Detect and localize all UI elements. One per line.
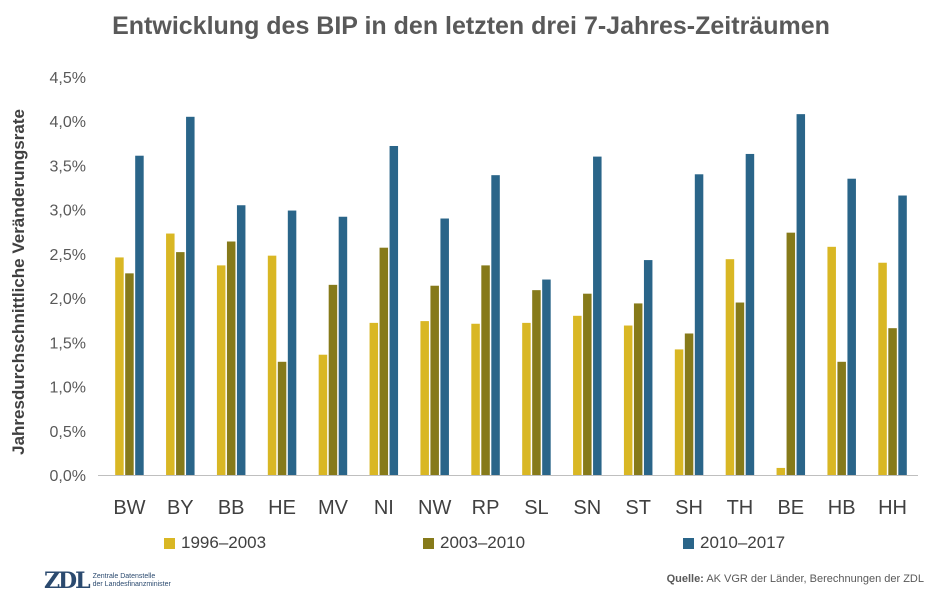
y-tick-label: 3,5%	[50, 158, 86, 175]
x-category-label: HH	[878, 497, 907, 519]
bar-sl-series-1	[522, 322, 531, 475]
bar-hh-series-2	[888, 328, 897, 475]
bar-mv-series-1	[318, 354, 328, 475]
x-category-label: BB	[218, 497, 245, 519]
y-tick-label: 0,5%	[50, 424, 86, 441]
bar-rp-series-1	[471, 323, 480, 475]
bar-sn-series-3	[593, 156, 602, 475]
y-tick-label: 3,0%	[50, 203, 86, 220]
bar-sl-series-3	[542, 279, 551, 475]
bar-sh-series-3	[694, 174, 704, 476]
y-tick-label: 2,0%	[50, 291, 86, 308]
bar-hb-series-1	[827, 246, 836, 475]
bar-he-series-3	[287, 210, 297, 475]
bar-st-series-1	[623, 325, 633, 475]
bar-th-series-3	[745, 153, 755, 476]
y-axis-label-group: Jahresdurchschnittliche Veränderungsrate	[9, 109, 28, 455]
bar-sn-series-1	[573, 315, 582, 475]
bar-hh-series-1	[878, 262, 887, 475]
bar-be-series-2	[786, 232, 796, 475]
source-note: Quelle: AK VGR der Länder, Berechnungen …	[667, 573, 924, 585]
legend-swatch	[423, 537, 434, 549]
x-category-label: SL	[524, 497, 548, 519]
source-text: AK VGR der Länder, Berechnungen der ZDL	[706, 573, 924, 585]
x-category-label: NI	[374, 497, 394, 519]
y-tick-label: 4,0%	[50, 114, 86, 131]
category-labels: BW BY BB HE MV NI NW RP SL SN ST SH TH BE HB HH	[113, 497, 907, 519]
x-category-label: BW	[113, 497, 145, 519]
y-axis-ticks: 0,0% 0,5% 1,0% 1,5% 2,0% 2,5% 3,0% 3,5% 4,0% 4,5%	[50, 70, 86, 485]
zdl-logo: ZDL Zentrale Datenstelle der Landesfinan…	[44, 568, 171, 594]
x-category-label: HB	[828, 497, 856, 519]
bar-bb-series-1	[216, 265, 226, 475]
x-category-label: NW	[418, 497, 451, 519]
bar-ni-series-1	[369, 322, 379, 475]
bar-by-series-2	[176, 252, 185, 475]
bar-sn-series-2	[583, 293, 592, 475]
bar-mv-series-3	[338, 216, 348, 475]
x-category-label: HE	[268, 497, 296, 519]
bar-bw-series-3	[135, 155, 144, 475]
x-category-label: TH	[727, 497, 754, 519]
bar-sh-series-1	[674, 349, 684, 475]
bar-hh-series-3	[898, 195, 907, 475]
source-label: Quelle:	[666, 573, 704, 585]
x-category-label: MV	[318, 497, 349, 519]
y-tick-label: 4,5%	[50, 70, 86, 87]
x-category-label: BY	[167, 497, 194, 519]
legend-label: 2003–2010	[440, 533, 526, 552]
legend: 1996–2003 2003–2010 2010–2017	[0, 533, 942, 557]
bar-mv-series-2	[328, 284, 338, 475]
bar-by-series-1	[166, 233, 175, 475]
y-tick-label: 1,0%	[50, 380, 86, 397]
bar-sh-series-2	[684, 333, 694, 475]
x-category-label: BE	[777, 497, 804, 519]
bar-hb-series-2	[837, 361, 846, 475]
bars	[115, 114, 907, 476]
bar-be-series-3	[796, 114, 806, 475]
logo-line-1: Zentrale Datenstelle	[92, 573, 156, 580]
legend-item-2003-2010: 2003–2010	[423, 533, 525, 553]
bar-ni-series-3	[389, 145, 399, 475]
y-tick-label: 2,5%	[50, 247, 86, 264]
x-category-label: SN	[573, 497, 601, 519]
y-tick-label: 0,0%	[50, 468, 86, 485]
legend-item-1996-2003: 1996–2003	[164, 533, 266, 553]
legend-label: 2010–2017	[700, 533, 786, 552]
chart-title: Entwicklung des BIP in den letzten drei …	[112, 12, 830, 40]
bar-be-series-1	[776, 467, 786, 475]
bar-st-series-3	[643, 260, 653, 475]
bar-nw-series-1	[420, 321, 429, 475]
bar-ni-series-2	[379, 247, 389, 475]
bar-bb-series-2	[226, 241, 236, 475]
x-category-label: ST	[625, 497, 651, 519]
bar-bw-series-1	[115, 257, 124, 475]
x-category-label: SH	[675, 497, 703, 519]
bar-sl-series-2	[532, 290, 541, 475]
logo-text: Zentrale Datenstelle der Landesfinanzmin…	[93, 573, 171, 589]
bar-he-series-1	[267, 255, 277, 475]
bar-bw-series-2	[125, 273, 134, 475]
bar-by-series-3	[186, 116, 195, 476]
logo-line-2: der Landesfinanzminister	[92, 581, 171, 588]
bar-nw-series-2	[430, 285, 439, 475]
bar-th-series-2	[735, 302, 745, 475]
legend-label: 1996–2003	[181, 533, 267, 552]
bar-rp-series-2	[481, 265, 490, 475]
y-tick-label: 1,5%	[50, 335, 86, 352]
y-axis-label: Jahresdurchschnittliche Veränderungsrate	[9, 109, 28, 455]
legend-swatch	[164, 537, 175, 549]
bar-bb-series-3	[236, 205, 246, 475]
bar-hb-series-3	[847, 178, 856, 475]
bar-st-series-2	[633, 303, 643, 475]
legend-item-2010-2017: 2010–2017	[683, 533, 785, 553]
bar-rp-series-3	[491, 175, 500, 475]
bar-th-series-1	[725, 259, 735, 475]
logo-mark: ZDL	[44, 568, 91, 594]
legend-swatch	[683, 537, 694, 549]
x-category-label: RP	[472, 497, 500, 519]
bar-he-series-2	[277, 361, 287, 475]
bar-nw-series-3	[440, 218, 449, 475]
